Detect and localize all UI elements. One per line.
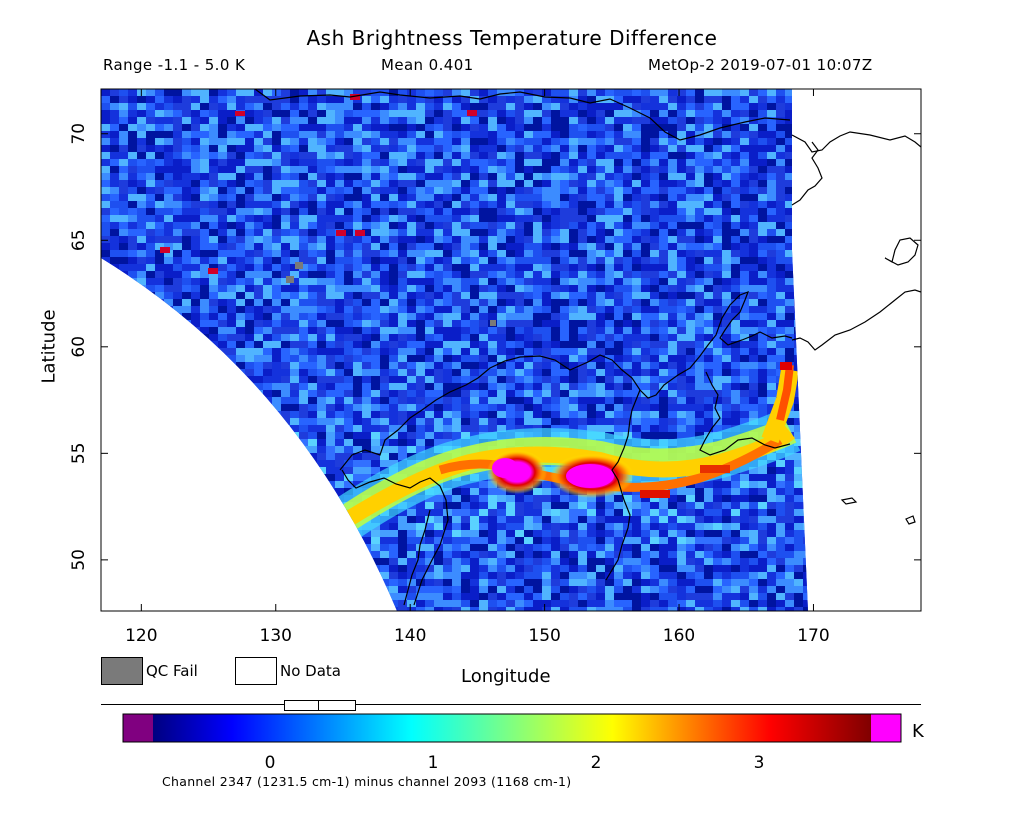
x-tick-label: 120 <box>125 626 157 646</box>
x-tick-label: 150 <box>528 626 560 646</box>
x-tick-label: 160 <box>663 626 695 646</box>
colorbar-gradient <box>153 714 871 742</box>
colorbar-tick-label: 3 <box>754 753 765 773</box>
y-tick-label: 65 <box>69 229 89 251</box>
x-tick-label: 140 <box>394 626 426 646</box>
y-tick-label: 70 <box>69 123 89 145</box>
colorbar-under <box>123 714 153 742</box>
colorbar-over <box>871 714 901 742</box>
y-tick-label: 60 <box>69 336 89 358</box>
coastlines <box>254 89 921 606</box>
qc-fail-label: QC Fail <box>146 662 198 680</box>
x-axis-label: Longitude <box>461 666 551 687</box>
histogram-median <box>318 700 319 711</box>
y-tick-label: 50 <box>69 549 89 571</box>
x-tick-label: 130 <box>260 626 292 646</box>
range-label: Range -1.1 - 5.0 K <box>103 56 246 74</box>
y-tick-label: 55 <box>69 443 89 465</box>
histogram-box <box>284 700 356 711</box>
no-data-label: No Data <box>280 662 341 680</box>
no-data-swatch <box>235 657 277 685</box>
map-frame <box>100 88 922 612</box>
axis-ticks: 120 130 140 150 160 170 50 55 60 65 70 <box>69 89 921 646</box>
colorbar-unit: K <box>912 721 924 742</box>
satellite-time-label: MetOp-2 2019-07-01 10:07Z <box>648 56 873 74</box>
chart-title: Ash Brightness Temperature Difference <box>306 26 718 50</box>
ash-plume <box>332 362 801 540</box>
colorbar-tick-label: 2 <box>591 753 602 773</box>
qc-fail-swatch <box>101 657 143 685</box>
x-tick-label: 170 <box>797 626 829 646</box>
colorbar-frame <box>122 713 902 743</box>
channel-note: Channel 2347 (1231.5 cm-1) minus channel… <box>162 774 572 789</box>
hotspots <box>160 94 496 326</box>
mean-label: Mean 0.401 <box>381 56 474 74</box>
colorbar-tick-label: 1 <box>428 753 439 773</box>
histogram-axis <box>101 704 921 705</box>
colorbar-tick-label: 0 <box>265 753 276 773</box>
